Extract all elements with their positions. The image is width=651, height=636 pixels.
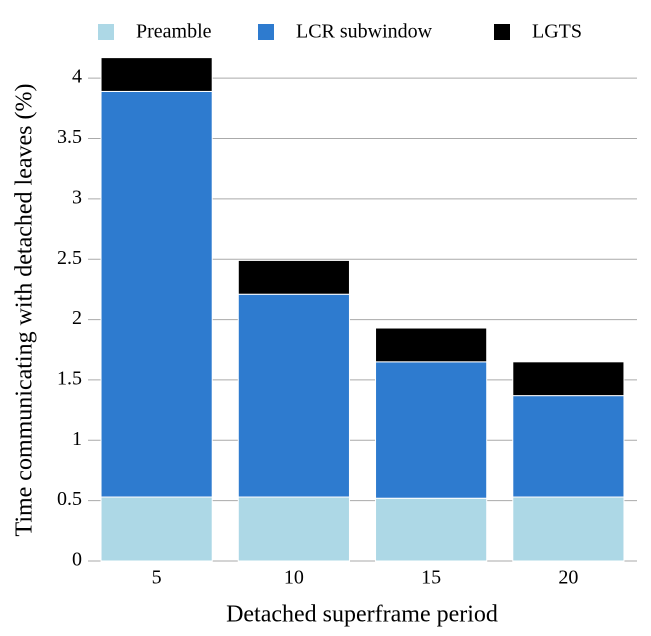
legend-swatch: [494, 24, 510, 40]
bar-segment: [375, 327, 488, 363]
bar-segment: [100, 496, 213, 562]
legend-label: Preamble: [136, 21, 212, 43]
y-tick-label: 2: [72, 307, 82, 329]
legend-swatch: [258, 24, 274, 40]
legend-label: LCR subwindow: [296, 21, 433, 43]
bar-segment: [237, 259, 350, 295]
y-tick-label: 4: [72, 66, 82, 88]
bar-segment: [237, 293, 350, 498]
y-tick-label: 0.5: [57, 488, 82, 510]
x-tick-label: 5: [152, 567, 162, 589]
bar-segment: [512, 496, 625, 562]
y-tick-label: 0: [72, 549, 82, 571]
bar-segment: [375, 497, 488, 562]
y-tick-label: 1.5: [57, 368, 82, 390]
bar-segment: [100, 57, 213, 92]
y-tick-label: 3: [72, 186, 82, 208]
bar-segment: [100, 90, 213, 498]
bar-segment: [512, 361, 625, 397]
bar-segment: [237, 496, 350, 562]
legend-label: LGTS: [532, 21, 582, 43]
x-tick-label: 20: [558, 567, 578, 589]
bar-segment: [375, 361, 488, 499]
y-tick-label: 3.5: [57, 126, 82, 148]
x-tick-label: 10: [284, 567, 304, 589]
y-axis-title: Time communicating with detached leaves …: [12, 84, 38, 537]
legend-swatch: [98, 24, 114, 40]
y-tick-label: 1: [72, 428, 82, 450]
x-axis-title: Detached superframe period: [226, 602, 498, 628]
x-tick-label: 15: [421, 567, 441, 589]
bar-segment: [512, 395, 625, 498]
y-tick-label: 2.5: [57, 247, 82, 269]
